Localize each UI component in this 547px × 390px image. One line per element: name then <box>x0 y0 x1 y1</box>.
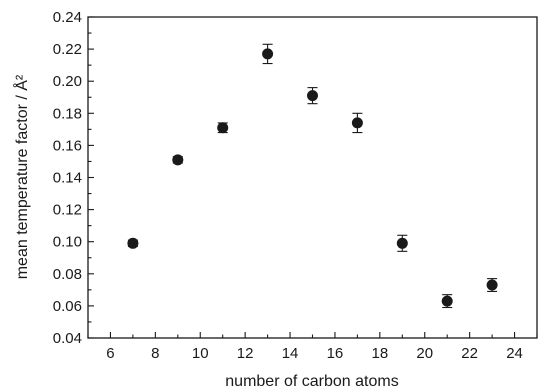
y-axis-label: mean temperature factor / Å² <box>12 74 31 279</box>
data-point <box>217 122 229 134</box>
x-tick-label: 14 <box>282 345 299 362</box>
y-tick-label: 0.12 <box>53 202 82 219</box>
y-tick-label: 0.14 <box>53 170 82 187</box>
y-axis-ticks: 0.04 0.06 0.08 0.10 0.12 0.14 0.16 0.18 0.20 0.22… <box>53 9 94 347</box>
y-tick-label: 0.16 <box>53 137 82 154</box>
data-point <box>396 237 408 249</box>
y-tick-label: 0.06 <box>53 298 82 315</box>
x-tick-label: 6 <box>106 345 114 362</box>
x-tick-label: 18 <box>372 345 389 362</box>
x-tick-label: 20 <box>416 345 433 362</box>
x-axis-ticks: 6 8 10 12 14 16 18 20 22 24 <box>87 332 538 362</box>
data-points <box>127 43 498 309</box>
data-point <box>351 117 363 129</box>
x-tick-label: 16 <box>327 345 344 362</box>
x-tick-label: 12 <box>237 345 254 362</box>
plot-frame <box>87 16 538 339</box>
data-point <box>486 279 498 291</box>
data-point <box>127 237 139 249</box>
y-tick-label: 0.18 <box>53 105 82 122</box>
y-tick-label: 0.08 <box>53 266 82 283</box>
y-tick-label: 0.04 <box>53 330 82 347</box>
y-tick-label: 0.22 <box>53 41 82 58</box>
x-tick-label: 8 <box>151 345 159 362</box>
y-tick-label: 0.20 <box>53 73 82 90</box>
x-tick-label: 10 <box>192 345 209 362</box>
data-point <box>307 90 318 102</box>
data-point <box>172 154 184 166</box>
x-axis-label: number of carbon atoms <box>225 373 398 390</box>
data-point <box>262 48 274 60</box>
data-point <box>441 295 453 307</box>
x-tick-label: 22 <box>461 345 478 362</box>
y-tick-label: 0.10 <box>53 234 82 251</box>
x-tick-label: 24 <box>506 345 523 362</box>
y-tick-label: 0.24 <box>53 9 82 26</box>
